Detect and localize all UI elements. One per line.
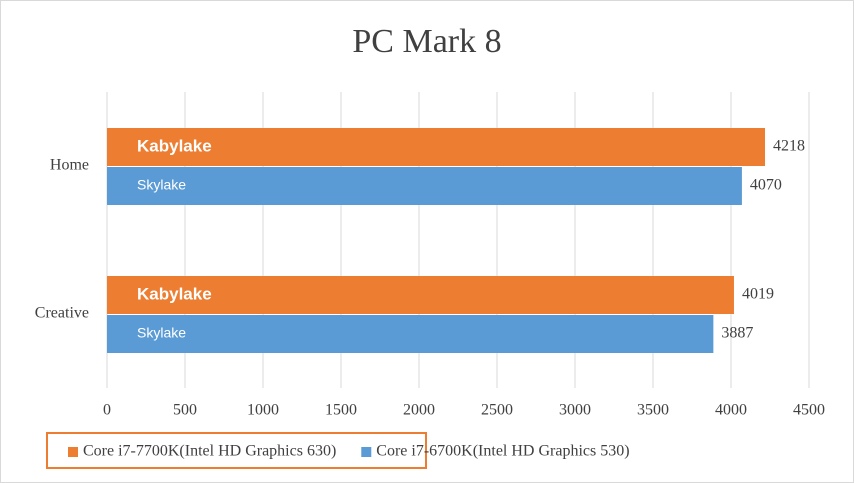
x-tick-label: 3000: [559, 402, 591, 419]
value-label: 4019: [742, 286, 774, 303]
legend-swatch: [361, 447, 372, 457]
value-label: 4070: [750, 177, 782, 194]
value-label: 4218: [773, 138, 805, 155]
y-tick-label: Home: [50, 157, 89, 174]
bar-label: Kabylake: [137, 284, 212, 303]
x-tick-label: 500: [173, 402, 197, 419]
bar: [107, 315, 714, 353]
legend-label: Core i7-7700K(Intel HD Graphics 630): [83, 443, 336, 460]
x-tick-label: 1500: [325, 402, 357, 419]
x-tick-label: 3500: [637, 402, 669, 419]
bar: [107, 276, 734, 314]
x-tick-label: 2000: [403, 402, 435, 419]
bar-label: Kabylake: [137, 136, 212, 155]
legend-label: Core i7-6700K(Intel HD Graphics 530): [376, 443, 629, 460]
bar-label: Skylake: [137, 325, 186, 341]
x-tick-label: 4000: [715, 402, 747, 419]
bar-label: Skylake: [137, 177, 186, 193]
x-tick-label: 0: [103, 402, 111, 419]
legend-highlight: [46, 432, 427, 469]
chart-title: PC Mark 8: [352, 23, 501, 60]
y-tick-label: Creative: [35, 305, 89, 322]
value-label: 3887: [721, 325, 753, 342]
x-tick-label: 1000: [247, 402, 279, 419]
bar: [107, 167, 742, 205]
x-tick-label: 2500: [481, 402, 513, 419]
legend-swatch: [68, 447, 78, 457]
bar: [107, 128, 766, 166]
x-tick-label: 4500: [793, 402, 825, 419]
